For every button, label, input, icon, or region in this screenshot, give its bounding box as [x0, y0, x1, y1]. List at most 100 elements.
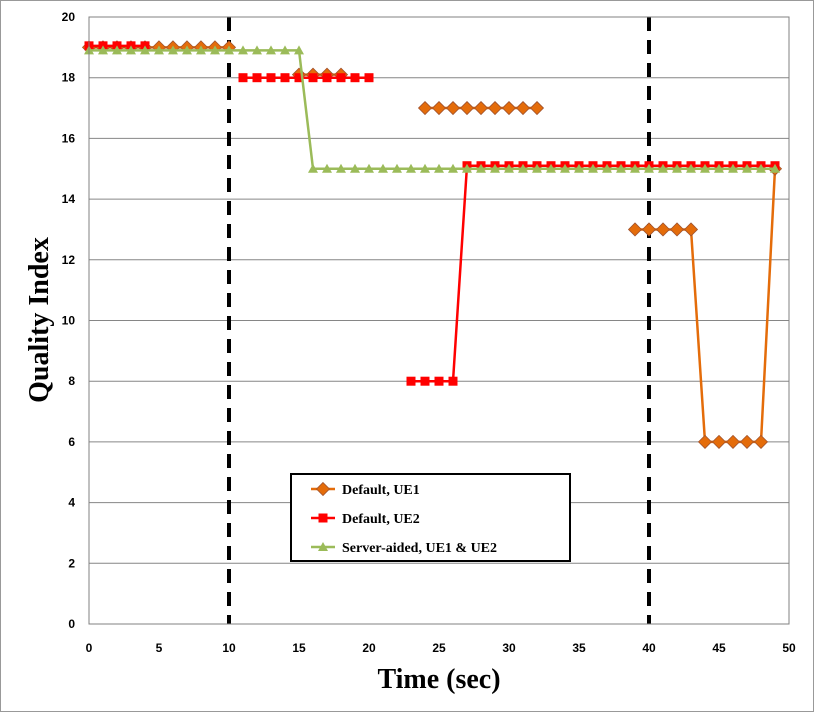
legend-box — [290, 473, 571, 562]
triangle-marker — [224, 45, 234, 55]
triangle-marker — [378, 163, 388, 173]
diamond-marker — [501, 100, 517, 116]
square-marker — [434, 376, 444, 386]
triangle-marker — [112, 45, 122, 55]
plot-area-border — [88, 16, 790, 625]
square-marker — [420, 376, 430, 386]
triangle-marker — [686, 163, 696, 173]
y-tick-label: 4 — [68, 496, 75, 510]
triangle-marker — [434, 163, 444, 173]
triangle-marker — [350, 163, 360, 173]
square-marker — [364, 73, 374, 83]
square-marker — [336, 73, 346, 83]
triangle-marker — [476, 163, 486, 173]
triangle-marker — [280, 45, 290, 55]
y-tick-label: 14 — [62, 192, 76, 206]
triangle-marker — [126, 45, 136, 55]
square-marker — [322, 73, 332, 83]
triangle-marker — [420, 163, 430, 173]
y-tick-label: 0 — [68, 617, 75, 631]
triangle-marker — [336, 163, 346, 173]
triangle-marker — [546, 163, 556, 173]
triangle-marker — [266, 45, 276, 55]
triangle-marker — [742, 163, 752, 173]
diamond-marker — [515, 100, 531, 116]
triangle-marker — [154, 45, 164, 55]
square-marker — [294, 73, 304, 83]
square-marker — [448, 376, 458, 386]
square-marker — [238, 73, 248, 83]
legend-item: Default, UE2 — [311, 512, 420, 527]
x-tick-label: 15 — [292, 641, 306, 655]
x-tick-label: 25 — [432, 641, 446, 655]
legend: Default, UE1 Default, UE2 Server-aided, UE… — [290, 473, 571, 562]
triangle-marker — [700, 163, 710, 173]
legend-item: Server-aided, UE1 & UE2 — [311, 541, 497, 556]
triangle-marker — [756, 163, 766, 173]
y-tick-label: 10 — [62, 314, 76, 328]
triangle-marker — [504, 163, 514, 173]
diamond-marker — [739, 434, 755, 449]
tick-labels: 0 2 4 6 8 10 12 14 16 18 20 0 5 10 15 20 25 30 35 40 45 50 — [62, 10, 796, 655]
diamond-marker — [459, 100, 475, 116]
diamond-marker — [683, 222, 699, 237]
legend-label: Default, UE1 — [342, 483, 420, 498]
diamond-marker — [669, 222, 685, 237]
diamond-marker — [697, 434, 713, 449]
diamond-marker — [655, 222, 671, 237]
triangle-marker — [490, 163, 500, 173]
x-tick-label: 10 — [222, 641, 236, 655]
triangle-marker — [196, 45, 206, 55]
square-marker — [266, 73, 276, 83]
triangle-marker — [728, 163, 738, 173]
x-tick-label: 50 — [782, 641, 796, 655]
triangle-marker — [308, 163, 318, 173]
y-tick-label: 18 — [62, 71, 76, 85]
vertical-markers — [227, 17, 651, 624]
triangle-marker — [616, 163, 626, 173]
triangle-marker — [392, 163, 402, 173]
y-tick-label: 12 — [62, 253, 76, 267]
gridlines — [89, 77, 789, 564]
legend-item: Default, UE1 — [311, 481, 420, 498]
triangle-marker — [322, 163, 332, 173]
triangle-marker — [574, 163, 584, 173]
diamond-marker — [473, 100, 489, 116]
triangle-marker — [658, 163, 668, 173]
y-tick-label: 2 — [68, 556, 75, 570]
triangle-marker — [182, 45, 192, 55]
triangle-marker — [140, 45, 150, 55]
y-tick-label: 6 — [68, 435, 75, 449]
x-tick-label: 30 — [502, 641, 516, 655]
triangle-marker — [294, 45, 304, 55]
series-3 — [84, 45, 780, 173]
triangle-marker — [560, 163, 570, 173]
triangle-marker — [462, 163, 472, 173]
diamond-marker — [627, 222, 643, 237]
legend-label: Default, UE2 — [342, 512, 420, 527]
y-tick-label: 20 — [62, 10, 76, 24]
triangle-marker — [644, 163, 654, 173]
square-marker — [308, 73, 318, 83]
triangle-marker — [714, 163, 724, 173]
triangle-marker — [318, 542, 328, 551]
y-tick-label: 16 — [62, 131, 76, 145]
triangle-marker — [588, 163, 598, 173]
y-tick-label: 8 — [68, 374, 75, 388]
triangle-marker — [518, 163, 528, 173]
x-tick-label: 35 — [572, 641, 586, 655]
triangle-marker — [406, 163, 416, 173]
diamond-marker — [641, 222, 657, 237]
diamond-marker — [711, 434, 727, 449]
series-group — [81, 40, 783, 449]
square-marker — [252, 73, 262, 83]
triangle-marker — [364, 163, 374, 173]
y-axis-title: Quality Index — [24, 237, 55, 403]
triangle-marker — [770, 163, 780, 173]
triangle-marker — [532, 163, 542, 173]
triangle-marker — [672, 163, 682, 173]
diamond-marker — [431, 100, 447, 116]
triangle-marker — [630, 163, 640, 173]
